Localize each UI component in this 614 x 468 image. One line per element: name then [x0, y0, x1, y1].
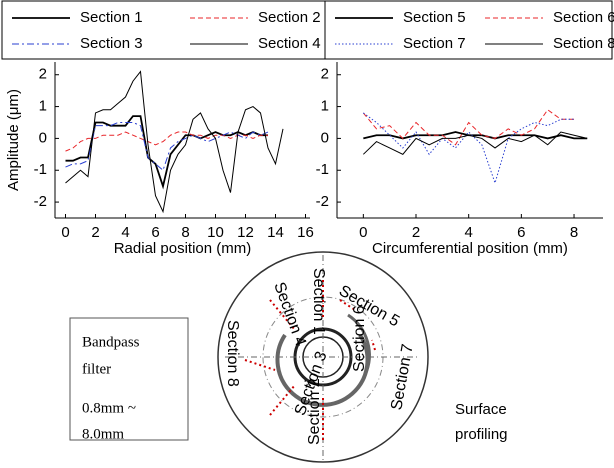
filter-text: 0.8mm ~	[82, 400, 136, 416]
series-line	[362, 109, 575, 146]
x-tick-label: 4	[465, 224, 473, 241]
legend-label: Section 3	[80, 35, 143, 52]
y-tick-label: -1	[34, 161, 47, 178]
y-tick-label: 2	[321, 66, 329, 83]
y-tick-label: 1	[39, 98, 47, 115]
filter-text: Bandpass	[82, 334, 140, 350]
y-tick-label: 1	[321, 98, 329, 115]
x-tick-label: 0	[61, 224, 69, 241]
x-tick-label: 6	[151, 224, 159, 241]
y-tick-label: -2	[34, 193, 47, 210]
section-label: Section 7	[388, 343, 416, 412]
x-tick-label: 0	[359, 224, 367, 241]
filter-box	[69, 317, 189, 441]
x-tick-label: 12	[237, 224, 254, 241]
y-tick-label: 0	[321, 129, 329, 146]
series-line	[363, 131, 588, 140]
x-tick-label: 2	[91, 224, 99, 241]
section-label: Section 8	[224, 320, 241, 387]
legend-box	[324, 0, 613, 60]
x-tick-label: 2	[412, 224, 420, 241]
note-text: profiling	[455, 426, 508, 443]
series-line	[362, 131, 588, 155]
filter-text: filter	[82, 361, 111, 377]
note-text: Surface	[455, 401, 507, 418]
x-axis-label: Circumferential position (mm)	[372, 240, 568, 257]
y-tick-label: -2	[316, 193, 329, 210]
x-tick-label: 8	[570, 224, 578, 241]
y-tick-label: 0	[39, 129, 47, 146]
filter-text: 8.0mm	[82, 426, 124, 442]
section-label: Section 4	[270, 280, 309, 349]
legend-label: Section 7	[403, 35, 466, 52]
y-axis-label: Amplitude (μm)	[5, 89, 22, 191]
legend-label: Section 8	[553, 35, 614, 52]
y-tick-label: -1	[316, 161, 329, 178]
y-tick-label: 2	[39, 66, 47, 83]
x-axis-label: Radial position (mm)	[114, 240, 252, 257]
series-line	[65, 121, 269, 172]
disk-diagram	[69, 251, 429, 463]
legend-label: Section 4	[258, 35, 321, 52]
x-tick-label: 14	[267, 224, 284, 241]
legend-label: Section 1	[80, 9, 143, 26]
section-label: Section 2	[306, 378, 323, 445]
x-tick-label: 10	[207, 224, 224, 241]
series-line	[363, 112, 575, 185]
legend-label: Section 6	[553, 9, 614, 26]
section-label: Section 6	[351, 305, 368, 372]
section-label: Section 1	[310, 268, 327, 335]
legend-label: Section 5	[403, 9, 466, 26]
series-line	[65, 70, 284, 214]
x-tick-label: 8	[181, 224, 189, 241]
x-tick-label: 16	[297, 224, 314, 241]
x-tick-label: 4	[121, 224, 129, 241]
series-line	[65, 115, 268, 190]
section-label: Section 5	[336, 282, 402, 330]
x-tick-label: 6	[517, 224, 525, 241]
legend-label: Section 2	[258, 9, 321, 26]
